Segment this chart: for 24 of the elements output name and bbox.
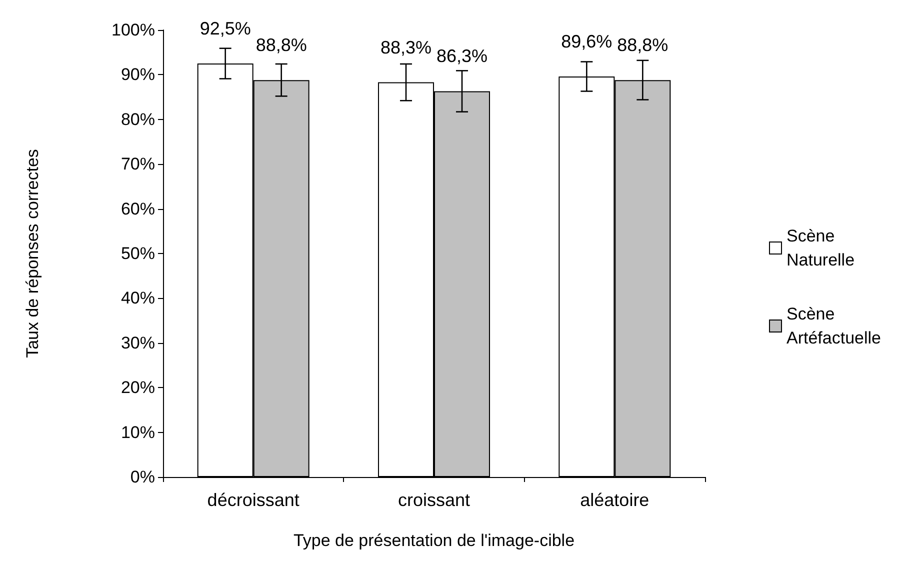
y-tick-label: 10% [120, 422, 155, 442]
x-tick-label: aléatoire [580, 490, 650, 510]
data-label: 89,6% [561, 31, 612, 52]
y-tick-label: 50% [120, 244, 155, 263]
y-axis-title: Taux de réponses correctes [23, 149, 42, 358]
data-label: 88,8% [256, 35, 307, 56]
y-tick-label: 80% [120, 110, 155, 129]
y-tick-label: 30% [120, 333, 155, 352]
x-axis-title: Type de présentation de l'image-cible [293, 531, 575, 550]
x-tick-label: décroissant [207, 490, 300, 510]
y-tick-label: 0% [130, 468, 155, 486]
data-label: 86,3% [436, 46, 488, 66]
legend-label: Scène Artéfactuelle [786, 304, 882, 348]
y-tick-label: 20% [120, 378, 155, 398]
data-label: 92,5% [200, 18, 251, 39]
legend-label: Scène Naturelle [786, 226, 855, 270]
x-tick-label: croissant [398, 490, 470, 510]
y-tick-label: 60% [120, 199, 155, 218]
data-label: 88,8% [617, 35, 668, 56]
y-tick-label: 100% [112, 20, 155, 40]
y-tick-label: 70% [120, 154, 155, 174]
data-label: 88,3% [380, 37, 432, 58]
y-tick-label: 40% [120, 288, 155, 308]
y-tick-label: 90% [120, 65, 155, 84]
